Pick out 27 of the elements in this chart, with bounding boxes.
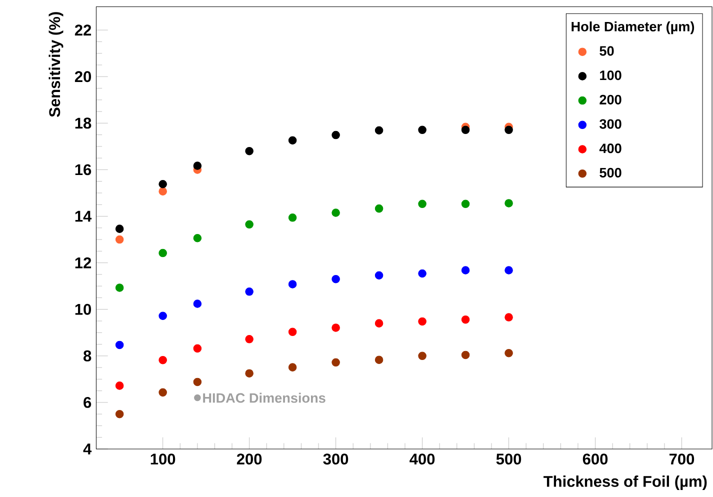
legend-title: Hole Diameter (µm) bbox=[572, 21, 694, 34]
y-tick-label: 14 bbox=[75, 210, 92, 222]
y-tick-label: 22 bbox=[74, 24, 92, 36]
legend-label: 500 bbox=[600, 168, 622, 178]
y-tick-label: 8 bbox=[84, 350, 92, 362]
y-axis-title: Sensitivity (%) bbox=[48, 12, 64, 117]
legend-label: 100 bbox=[600, 70, 622, 80]
legend-label: 300 bbox=[600, 118, 622, 129]
y-tick-label: 4 bbox=[83, 443, 92, 454]
x-tick-label: 600 bbox=[582, 453, 608, 464]
annotation: HIDAC Dimensions bbox=[203, 392, 326, 403]
y-tick-label: 12 bbox=[75, 257, 92, 268]
x-tick-label: 100 bbox=[150, 453, 176, 464]
legend-label: 400 bbox=[599, 143, 622, 153]
x-axis-title: Thickness of Foil (µm) bbox=[544, 475, 707, 490]
legend-label: 50 bbox=[600, 46, 614, 56]
y-tick-label: 10 bbox=[75, 304, 92, 315]
x-tick-label: 500 bbox=[496, 453, 522, 464]
x-tick-label: 300 bbox=[323, 453, 348, 464]
y-tick-label: 20 bbox=[74, 70, 92, 82]
x-tick-label: 400 bbox=[410, 453, 435, 464]
x-tick-label: 700 bbox=[669, 453, 694, 464]
x-tick-label: 200 bbox=[236, 453, 262, 464]
y-tick-label: 16 bbox=[75, 164, 92, 175]
legend-label: 200 bbox=[600, 94, 622, 104]
y-tick-label: 6 bbox=[84, 396, 92, 408]
y-tick-label: 18 bbox=[75, 117, 92, 128]
